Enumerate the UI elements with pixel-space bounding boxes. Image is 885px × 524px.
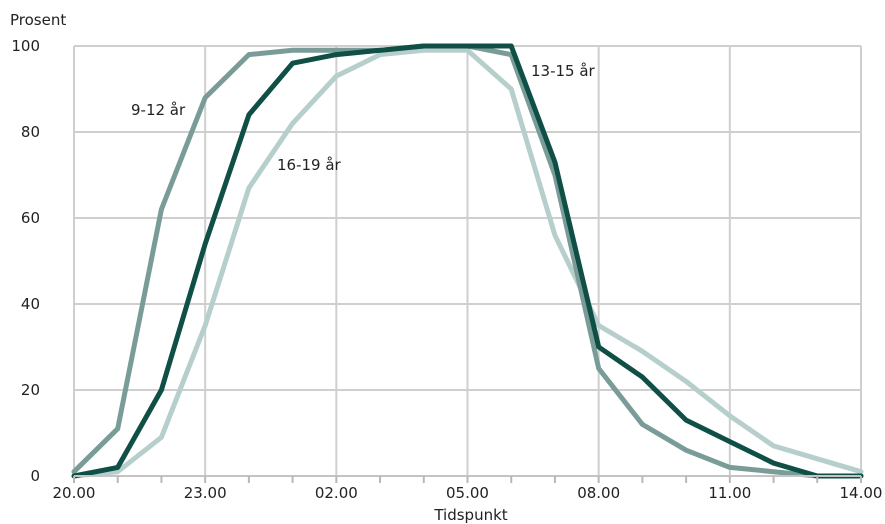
x-axis-title: Tidspunkt [433,506,507,524]
grid [73,45,862,476]
x-tick-label: 20.00 [53,484,96,502]
x-tick-label: 11.00 [708,484,751,502]
series-label-16-19: 16-19 år [277,156,342,174]
y-tick-label: 60 [21,209,40,227]
series-line-16-19ar [71,47,864,479]
x-tick-label: 14.00 [840,484,883,502]
x-tick-label: 02.00 [315,484,358,502]
x-tick-label: 08.00 [577,484,620,502]
x-tick-label: 05.00 [446,484,489,502]
series-line-13-15ar [71,43,864,479]
axes: 0 20 40 60 80 100 20.00 23.00 02.00 05.00 08.00 11.… [11,37,882,502]
y-tick-label: 80 [21,123,40,141]
y-tick-label: 0 [30,467,40,485]
x-tick-label: 23.00 [184,484,227,502]
y-tick-label: 40 [21,295,40,313]
series-lines [71,43,864,479]
y-tick-label: 100 [11,37,40,55]
y-tick-label: 20 [21,381,40,399]
y-axis-title: Prosent [10,11,66,29]
series-label-13-15: 13-15 år [531,62,596,80]
series-label-9-12: 9-12 år [131,101,186,119]
